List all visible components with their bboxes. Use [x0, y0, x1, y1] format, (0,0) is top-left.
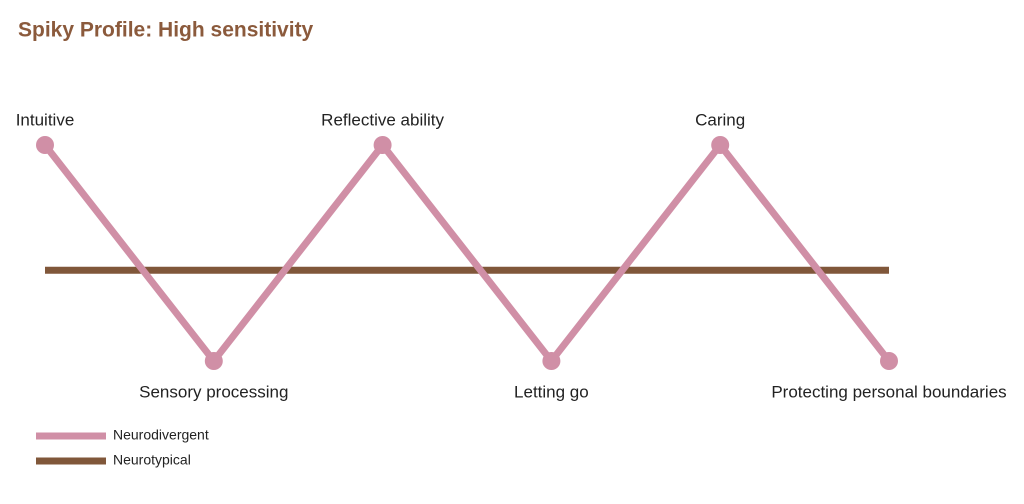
- series-line: [42, 139, 892, 367]
- category-label: Intuitive: [16, 110, 75, 129]
- category-label: Protecting personal boundaries: [771, 382, 1006, 401]
- legend-label: Neurodivergent: [113, 427, 209, 443]
- data-point: [880, 352, 898, 370]
- data-point: [542, 352, 561, 370]
- category-label: Reflective ability: [321, 110, 444, 129]
- data-point: [711, 136, 730, 154]
- category-label: Letting go: [514, 382, 589, 401]
- data-point: [204, 352, 223, 370]
- data-point: [36, 136, 54, 154]
- chart-title: Spiky Profile: High sensitivity: [18, 19, 314, 42]
- category-label: Sensory processing: [139, 382, 288, 401]
- data-point: [373, 136, 392, 154]
- category-label: Caring: [695, 110, 745, 129]
- legend-label: Neurotypical: [113, 452, 191, 468]
